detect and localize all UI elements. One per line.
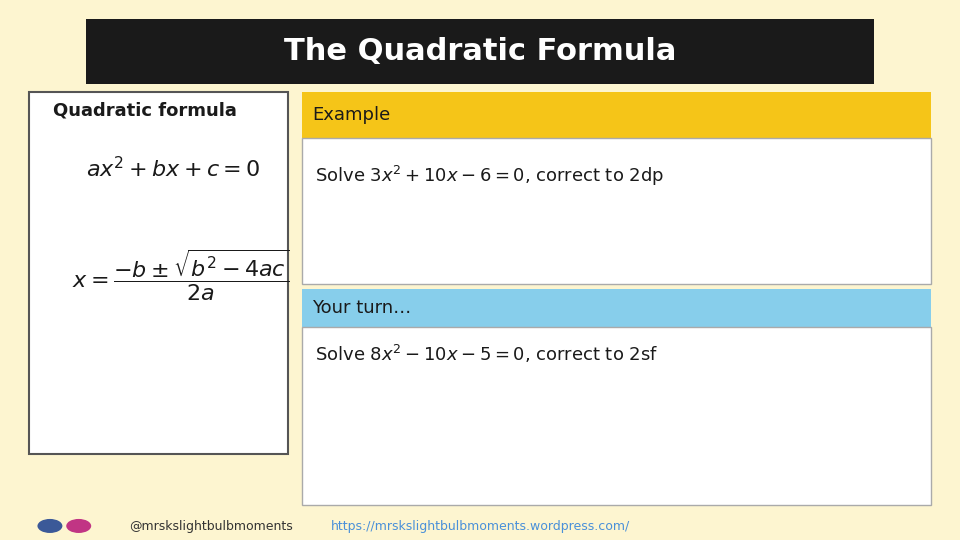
Text: Solve $8x^2 - 10x - 5 = 0$, correct to 2sf: Solve $8x^2 - 10x - 5 = 0$, correct to 2… bbox=[315, 343, 659, 364]
Text: Quadratic formula: Quadratic formula bbox=[53, 102, 237, 120]
Text: @mrskslightbulbmoments: @mrskslightbulbmoments bbox=[130, 520, 294, 533]
Text: Example: Example bbox=[312, 106, 391, 124]
FancyBboxPatch shape bbox=[29, 92, 288, 454]
Circle shape bbox=[37, 519, 62, 533]
Text: Your turn…: Your turn… bbox=[312, 299, 411, 317]
FancyBboxPatch shape bbox=[302, 138, 931, 284]
Text: Solve $3x^2 + 10x - 6 = 0$, correct to 2dp: Solve $3x^2 + 10x - 6 = 0$, correct to 2… bbox=[315, 164, 664, 187]
Text: https://mrskslightbulbmoments.wordpress.com/: https://mrskslightbulbmoments.wordpress.… bbox=[330, 520, 630, 533]
FancyBboxPatch shape bbox=[86, 19, 874, 84]
Circle shape bbox=[66, 519, 91, 533]
Text: $x = \dfrac{-b \pm \sqrt{b^2 - 4ac}}{2a}$: $x = \dfrac{-b \pm \sqrt{b^2 - 4ac}}{2a}… bbox=[72, 248, 289, 303]
FancyBboxPatch shape bbox=[302, 327, 931, 505]
FancyBboxPatch shape bbox=[302, 289, 931, 327]
Text: The Quadratic Formula: The Quadratic Formula bbox=[284, 37, 676, 66]
FancyBboxPatch shape bbox=[302, 92, 931, 138]
Text: $ax^2 + bx + c = 0$: $ax^2 + bx + c = 0$ bbox=[86, 158, 261, 183]
